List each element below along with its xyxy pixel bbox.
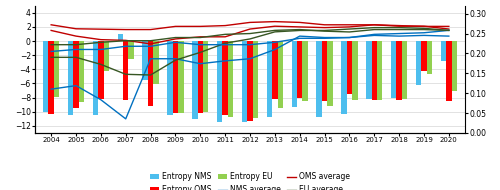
Bar [123,41,128,101]
Bar [78,41,84,102]
Bar [98,41,103,99]
Bar [142,41,148,80]
Bar [422,41,426,71]
Bar [366,41,372,99]
Bar [252,41,258,118]
Bar [48,41,54,114]
Bar [316,41,322,117]
Bar [222,41,228,115]
Bar [104,41,109,71]
Bar [198,41,203,113]
Bar [391,41,396,98]
Bar [178,41,184,113]
Bar [302,41,308,101]
Bar [248,41,252,121]
Bar [148,41,154,106]
Bar [328,41,333,106]
Legend: Entropy NMS, Entropy OMS, Entropy EU, NMS average, OMS average, EU average: Entropy NMS, Entropy OMS, Entropy EU, NM… [150,173,350,190]
Bar [452,41,457,91]
Bar [192,41,198,119]
Bar [396,41,402,101]
Bar [167,41,172,115]
Bar [426,41,432,74]
Bar [228,41,234,117]
Bar [416,41,422,85]
Bar [272,41,278,99]
Bar [74,41,78,108]
Bar [278,41,283,108]
Bar [352,41,358,101]
Bar [68,41,73,115]
Bar [292,41,297,107]
Bar [322,41,328,101]
Bar [203,41,208,112]
Bar [346,41,352,94]
Bar [118,34,123,41]
Bar [92,41,98,115]
Bar [172,41,178,113]
Bar [217,41,222,122]
Bar [242,41,248,122]
Bar [128,41,134,59]
Bar [446,41,452,101]
Bar [440,41,446,61]
Bar [341,41,346,114]
Bar [154,41,159,84]
Bar [43,41,49,112]
Bar [297,41,302,98]
Bar [402,41,407,99]
Bar [266,41,272,117]
Bar [377,41,382,100]
Bar [54,41,60,97]
Bar [372,41,377,100]
